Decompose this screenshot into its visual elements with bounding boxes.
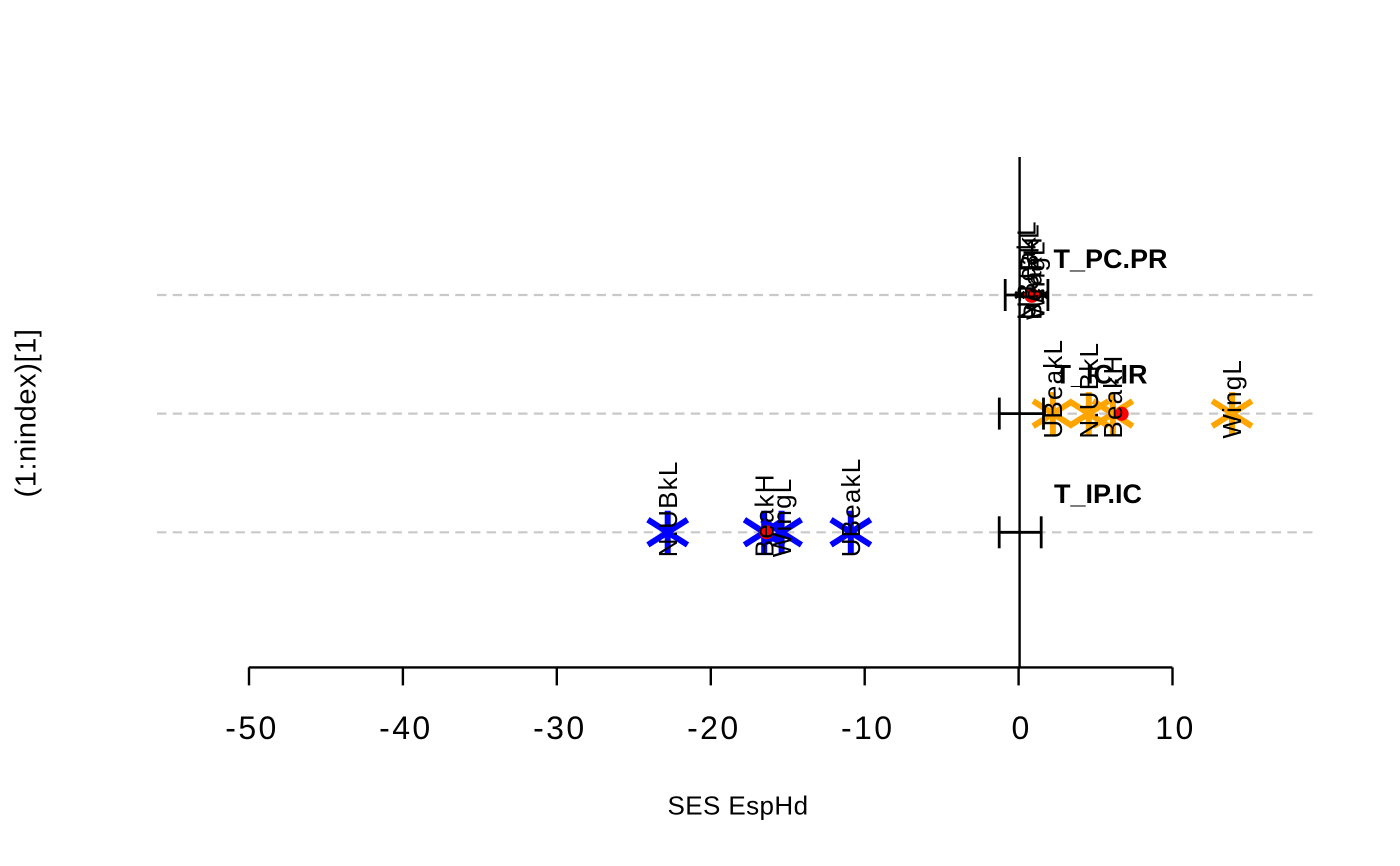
svg-text:-30: -30 xyxy=(533,710,586,746)
svg-text:N.UBkL: N.UBkL xyxy=(653,461,683,558)
svg-text:WingL: WingL xyxy=(1217,359,1247,439)
svg-text:T_PC.PR: T_PC.PR xyxy=(1054,244,1168,274)
svg-text:-10: -10 xyxy=(841,710,894,746)
svg-text:0: 0 xyxy=(1011,710,1031,746)
svg-text:-40: -40 xyxy=(379,710,432,746)
svg-text:-50: -50 xyxy=(225,710,278,746)
svg-text:T_IP.IC: T_IP.IC xyxy=(1054,479,1142,509)
svg-text:SES EspHd: SES EspHd xyxy=(668,791,809,821)
svg-text:WingL: WingL xyxy=(1021,240,1051,320)
svg-text:BeakH: BeakH xyxy=(1098,355,1128,439)
svg-text:WingL: WingL xyxy=(767,478,797,558)
svg-text:UBeakL: UBeakL xyxy=(836,458,866,558)
svg-text:UBeakL: UBeakL xyxy=(1038,339,1068,439)
svg-text:BeakH: BeakH xyxy=(749,473,779,557)
svg-text:UBeakL: UBeakL xyxy=(1012,220,1042,320)
svg-text:T_IC.IR: T_IC.IR xyxy=(1055,360,1148,390)
svg-text:(1:nindex)[1]: (1:nindex)[1] xyxy=(11,329,43,498)
svg-text:N.UBkL: N.UBkL xyxy=(1015,223,1045,320)
svg-text:BeakH: BeakH xyxy=(1018,236,1048,320)
svg-text:10: 10 xyxy=(1155,710,1195,746)
svg-text:N.UBkL: N.UBkL xyxy=(1074,342,1104,439)
svg-text:-20: -20 xyxy=(687,710,740,746)
